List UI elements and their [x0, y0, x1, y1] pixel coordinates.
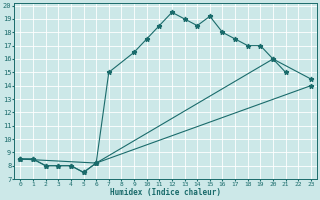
X-axis label: Humidex (Indice chaleur): Humidex (Indice chaleur) [110, 188, 221, 197]
